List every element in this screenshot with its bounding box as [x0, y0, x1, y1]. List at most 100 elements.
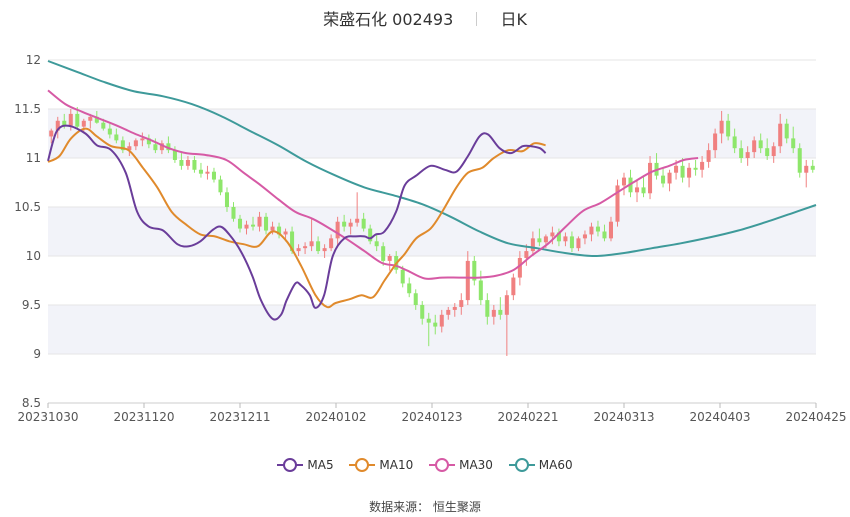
- candle-body: [146, 138, 151, 145]
- candle-body: [159, 143, 164, 151]
- x-tick-label: 20231211: [209, 410, 270, 424]
- candle: [589, 222, 594, 242]
- grid-band: [48, 109, 816, 158]
- candle-body: [700, 161, 705, 170]
- candle-body: [556, 232, 561, 242]
- candle-body: [478, 280, 483, 301]
- candle-body: [192, 159, 197, 170]
- candle-body: [517, 257, 522, 278]
- candle-body: [589, 226, 594, 235]
- candle: [237, 214, 243, 233]
- candle: [771, 142, 776, 163]
- x-tick-label: 20240123: [401, 410, 462, 424]
- candle: [530, 231, 535, 256]
- legend-ma30-icon: [429, 458, 456, 472]
- candle-body: [595, 226, 600, 232]
- legend-ma60-label: MA60: [538, 458, 573, 472]
- candle: [778, 113, 783, 154]
- candle-body: [726, 120, 731, 137]
- candle-body: [543, 236, 548, 243]
- candle: [661, 167, 666, 188]
- candle-body: [550, 232, 555, 237]
- candle-body: [237, 218, 243, 229]
- candle-body: [524, 251, 529, 258]
- candle: [582, 230, 587, 245]
- legend-ma30[interactable]: MA30: [429, 458, 493, 472]
- candle-body: [693, 167, 698, 170]
- candle: [172, 146, 177, 163]
- candle: [81, 118, 86, 134]
- candle-body: [316, 241, 321, 252]
- x-tick-label: 20240403: [689, 410, 750, 424]
- y-tick-label: 9: [33, 347, 41, 361]
- chart-legend: MA5 MA10 MA30 MA60: [0, 458, 850, 475]
- candle-body: [485, 300, 490, 317]
- data-source: 数据来源： 恒生聚源: [0, 498, 850, 515]
- candle-body: [166, 143, 171, 151]
- legend-ma10[interactable]: MA10: [349, 458, 413, 472]
- candle-body: [205, 171, 210, 174]
- candle-body: [400, 269, 405, 284]
- candle-body: [648, 162, 653, 194]
- candle: [726, 113, 731, 141]
- candle-body: [615, 185, 620, 222]
- candle-body: [472, 260, 477, 281]
- candle: [114, 128, 119, 144]
- candle: [49, 128, 54, 144]
- candle-body: [81, 120, 86, 127]
- x-tick-label: 20240221: [497, 410, 558, 424]
- candle-body: [211, 171, 216, 180]
- candle: [185, 156, 190, 170]
- candle-body: [101, 122, 106, 129]
- candle-body: [608, 221, 614, 239]
- candle-body: [368, 228, 373, 242]
- candle: [120, 136, 125, 154]
- candle-body: [88, 116, 93, 121]
- candle: [472, 256, 477, 286]
- candle-body: [765, 148, 770, 157]
- chart-title: 荣盛石化 002493 日K: [0, 6, 850, 30]
- candle: [641, 175, 646, 198]
- candle-body: [719, 120, 724, 134]
- candle-body: [491, 309, 496, 317]
- candle-body: [530, 238, 535, 252]
- candle: [198, 162, 203, 178]
- candle-body: [75, 113, 80, 127]
- ma5-line: [47, 124, 547, 321]
- candle: [758, 133, 763, 154]
- candle: [732, 128, 737, 154]
- candle-body: [107, 128, 112, 135]
- candle: [439, 309, 444, 333]
- candle-body: [576, 238, 581, 249]
- candle-body: [257, 216, 262, 227]
- candle-body: [309, 241, 314, 247]
- candle-body: [465, 260, 470, 301]
- candle: [277, 222, 282, 239]
- candle-body: [49, 130, 54, 137]
- candle: [615, 179, 620, 227]
- legend-ma60[interactable]: MA60: [508, 458, 573, 472]
- ma-lines-layer: [47, 60, 817, 321]
- candle-body: [68, 113, 73, 126]
- candle: [485, 293, 490, 325]
- candle-body: [680, 165, 685, 178]
- candle: [797, 143, 802, 178]
- candle-body: [661, 175, 666, 184]
- y-tick-label: 11: [26, 151, 41, 165]
- candle-body: [634, 187, 640, 193]
- legend-ma30-label: MA30: [459, 458, 493, 472]
- candle: [322, 244, 327, 258]
- candle-body: [752, 140, 757, 153]
- candle-body: [329, 238, 334, 249]
- stock-code: 002493: [392, 10, 454, 29]
- ma10-line: [47, 127, 546, 309]
- candle: [739, 140, 744, 163]
- candle-body: [739, 148, 744, 158]
- candle: [218, 175, 223, 196]
- candle: [374, 234, 379, 252]
- candle-body: [277, 226, 282, 235]
- candle-body: [172, 150, 177, 160]
- candle-body: [621, 177, 627, 186]
- candle: [608, 216, 614, 242]
- legend-ma5[interactable]: MA5: [277, 458, 334, 472]
